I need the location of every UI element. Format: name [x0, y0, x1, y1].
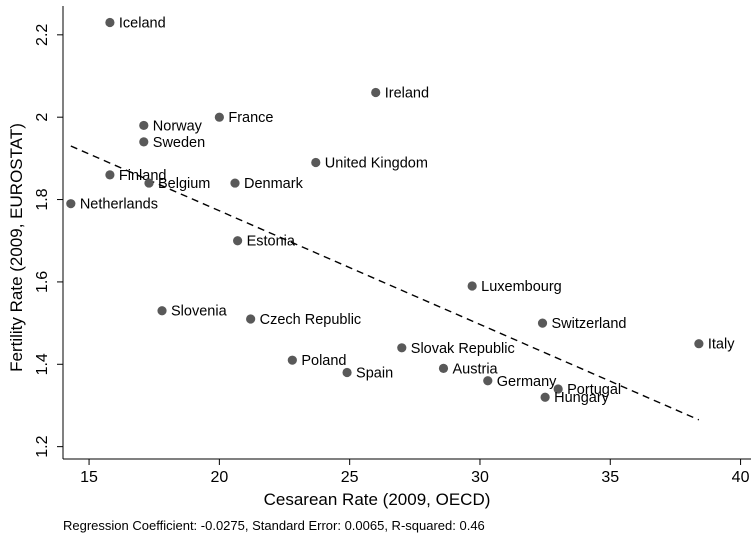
y-tick-label: 2.2: [34, 24, 51, 46]
data-point: [144, 178, 154, 188]
data-point: [66, 199, 76, 209]
y-tick-label: 1.2: [34, 435, 51, 457]
x-tick-label: 30: [471, 469, 489, 486]
data-point: [371, 87, 381, 98]
data-point: [540, 392, 550, 402]
point-label: France: [228, 110, 273, 126]
point-label: Italy: [708, 337, 735, 353]
point-label: Switzerland: [552, 316, 627, 332]
y-tick-label: 1.8: [34, 188, 51, 210]
y-axis: 1.2 1.4 1.6 1.8 2 2.2: [34, 6, 64, 459]
data-point: [139, 120, 149, 131]
point-label: Germany: [497, 374, 557, 390]
point-label: Ireland: [385, 85, 429, 101]
regression-fit-line: [70, 145, 700, 421]
point-label: Austria: [452, 361, 498, 377]
point-label: Norway: [153, 118, 203, 134]
point-label: Estonia: [247, 234, 296, 250]
point-label: Spain: [356, 366, 393, 382]
data-point: [157, 306, 167, 316]
x-tick-label: 35: [601, 469, 619, 486]
data-point: [467, 281, 477, 291]
data-point: [233, 236, 243, 246]
point-label: Sweden: [153, 135, 205, 151]
x-axis: 15 20 25 30 35 40: [63, 458, 751, 486]
data-point: [553, 384, 563, 394]
point-label: Denmark: [244, 176, 304, 192]
point-label: Poland: [301, 353, 346, 369]
data-point: [105, 170, 115, 180]
x-tick-label: 40: [732, 469, 750, 486]
data-point: [342, 367, 352, 378]
data-point: [483, 376, 493, 386]
point-label: Netherlands: [80, 197, 158, 213]
plot-area: [63, 6, 751, 459]
data-point: [246, 314, 256, 324]
x-tick-label: 20: [210, 469, 228, 486]
y-tick-label: 1.6: [34, 271, 51, 293]
data-point: [537, 318, 548, 328]
x-axis-title: Cesarean Rate (2009, OECD): [264, 490, 491, 509]
plot-background: [63, 6, 751, 459]
point-label: Luxembourg: [481, 279, 562, 295]
data-point: [311, 157, 321, 168]
point-label: Slovenia: [171, 304, 228, 320]
data-point: [230, 178, 240, 188]
point-label: Slovak Republic: [411, 341, 515, 357]
data-point: [214, 112, 224, 122]
point-label: Hungary: [554, 390, 610, 406]
y-axis-title: Fertility Rate (2009, EUROSTAT): [7, 123, 26, 372]
x-tick-label: 15: [80, 469, 98, 486]
data-point: [438, 363, 449, 373]
point-label: United Kingdom: [325, 155, 428, 171]
data-point: [287, 355, 297, 365]
point-label: Iceland: [119, 15, 166, 31]
regression-note: Regression Coefficient: -0.0275, Standar…: [63, 518, 485, 533]
data-point: [397, 343, 407, 353]
point-label: Portugal: [567, 382, 621, 398]
point-label: Finland: [119, 168, 167, 184]
point-label: Czech Republic: [260, 312, 362, 328]
data-point: [139, 137, 149, 147]
data-point: [694, 339, 704, 349]
y-tick-label: 1.4: [34, 353, 51, 375]
data-point: [105, 17, 115, 28]
point-label: Belgium: [158, 176, 210, 192]
y-tick-label: 2: [34, 113, 51, 122]
x-tick-label: 25: [341, 469, 359, 486]
